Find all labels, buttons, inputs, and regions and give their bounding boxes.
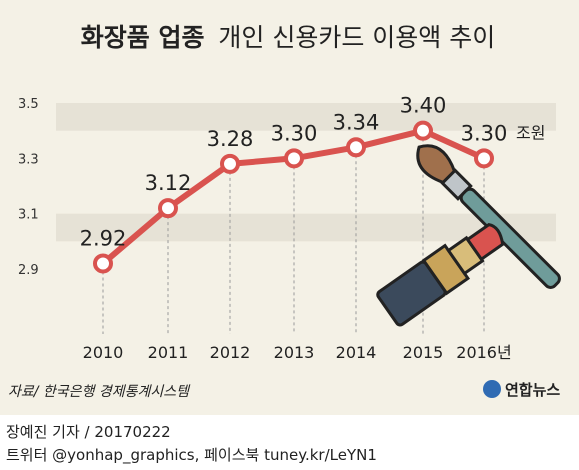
credit-social: 트위터 @yonhap_graphics, 페이스북 tuney.kr/LeYN… (6, 446, 377, 464)
x-tick-label: 2015 (403, 343, 444, 362)
y-tick-label: 2.9 (18, 263, 39, 278)
data-point (284, 148, 304, 169)
chart-title-bold: 화장품 업종 (81, 23, 205, 52)
unit-label: 조원 (516, 123, 545, 142)
data-point (93, 253, 113, 274)
value-label: 2.92 (80, 226, 127, 250)
data-point (158, 198, 178, 219)
credit-reporter: 장예진 기자 / 20170222 (6, 423, 171, 441)
chart-title: 화장품 업종 개인 신용카드 이용액 추이 (81, 23, 496, 52)
value-label: 3.12 (145, 171, 192, 195)
x-tick-label: 2012 (210, 343, 251, 362)
line-chart: 화장품 업종 개인 신용카드 이용액 추이 2.9 3.1 3.3 3.5 2010 2… (8, 23, 561, 400)
data-point (413, 120, 433, 141)
data-point (474, 148, 494, 169)
data-point (220, 153, 240, 174)
x-tick-label: 2014 (336, 343, 377, 362)
credits: 장예진 기자 / 20170222 트위터 @yonhap_graphics, … (0, 415, 579, 470)
value-label: 3.40 (400, 94, 447, 118)
y-tick-label: 3.5 (18, 97, 39, 112)
y-tick-label: 3.1 (18, 208, 39, 223)
makeup-brush-and-lipstick-icon (376, 144, 561, 327)
yonhap-logo: 연합뉴스 (483, 380, 560, 399)
source-note: 자료/ 한국은행 경제통계시스템 (8, 384, 191, 400)
value-label: 3.30 (271, 121, 318, 145)
chart-card: 화장품 업종 개인 신용카드 이용액 추이 2.9 3.1 3.3 3.5 2010 2… (0, 0, 579, 415)
yonhap-logo-icon (483, 380, 501, 398)
chart-title-rest: 개인 신용카드 이용액 추이 (218, 23, 495, 52)
x-tick-label: 2011 (148, 343, 189, 362)
value-label: 3.28 (207, 127, 254, 151)
data-point (346, 137, 366, 158)
x-tick-label: 2016년 (456, 343, 511, 362)
y-tick-label: 3.3 (18, 152, 39, 167)
brand-name: 연합뉴스 (505, 381, 560, 399)
x-tick-label: 2010 (83, 343, 124, 362)
grid-band (56, 103, 556, 131)
value-label: 3.34 (333, 110, 380, 134)
value-label: 3.30 (461, 121, 508, 145)
x-tick-label: 2013 (274, 343, 315, 362)
